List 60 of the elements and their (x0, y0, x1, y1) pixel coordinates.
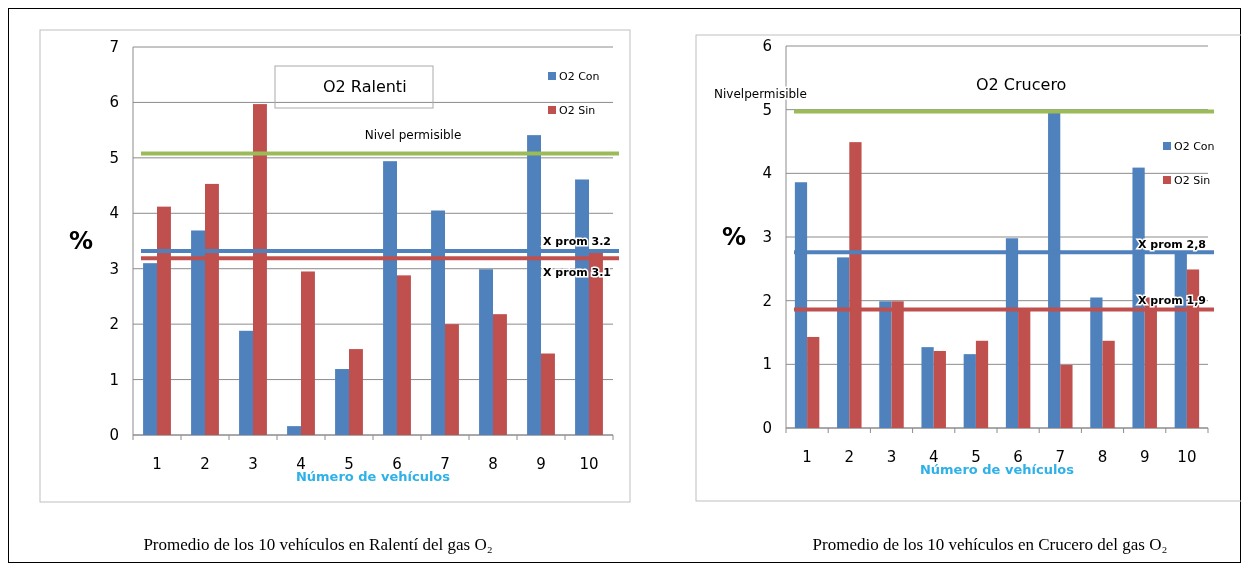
y-tick-label: 1 (762, 355, 772, 374)
x-tick-label: 2 (844, 448, 855, 466)
bar (541, 353, 555, 435)
y-tick-label: 0 (109, 426, 119, 444)
bar (963, 354, 976, 428)
bar (879, 301, 892, 428)
y-tick-label: 3 (762, 228, 772, 246)
bar (335, 369, 349, 435)
legend-label: O2 Con (559, 70, 600, 83)
bar (301, 271, 315, 435)
ref-line-label: Nivelpermisible (714, 86, 807, 101)
bar (493, 314, 507, 435)
bar (1102, 340, 1115, 428)
bar (975, 340, 989, 428)
x-tick-label: 1 (152, 455, 162, 473)
y-tick-label: 4 (762, 164, 772, 183)
x-tick-label: 8 (488, 455, 498, 473)
bar (143, 263, 157, 435)
bar (445, 324, 459, 435)
x-tick-label: 10 (579, 455, 599, 473)
bar (349, 349, 363, 435)
bar (807, 336, 820, 428)
y-tick-label: 4 (109, 204, 119, 223)
y-tick-label: 5 (762, 100, 772, 119)
text: O2 Crucero (976, 75, 1067, 94)
bar (1060, 364, 1073, 428)
y-axis-title: % (68, 227, 94, 255)
y-tick-label: 7 (109, 38, 119, 56)
y-tick-label: 0 (762, 419, 772, 437)
legend-label: O2 Con (1174, 140, 1215, 153)
text: Promedio de los 10 vehículos en Ralentí del gas O₂ (143, 535, 493, 554)
ref-line-label: Nivel permisible (364, 128, 462, 143)
x-tick-label: 8 (1097, 448, 1108, 466)
x-tick-label: 9 (1139, 448, 1150, 466)
bar (921, 347, 934, 428)
y-tick-label: 2 (109, 315, 119, 334)
bar (933, 350, 946, 428)
y-tick-label: 1 (109, 370, 119, 389)
y-axis-title: % (721, 223, 747, 251)
x-tick-label: 10 (1177, 448, 1197, 466)
bar (837, 257, 850, 428)
x-tick-label: 1 (802, 448, 812, 466)
x-tick-label: 3 (886, 448, 897, 466)
bar (397, 275, 411, 435)
y-tick-label: 3 (109, 259, 119, 278)
text: Promedio de los 10 vehículos en Crucero del gas O₂ (812, 535, 1168, 554)
x-tick-label: 9 (536, 455, 546, 473)
y-tick-label: 6 (762, 37, 772, 55)
legend-label: O2 Sin (559, 104, 596, 117)
bar (287, 426, 301, 435)
y-tick-label: 2 (762, 291, 772, 310)
x-tick-label: 2 (200, 455, 210, 473)
legend-label: O2 Sin (1174, 174, 1211, 187)
bar (479, 269, 493, 435)
bar (239, 330, 253, 435)
x-tick-label: 3 (248, 455, 258, 473)
y-tick-label: 6 (109, 93, 119, 112)
y-tick-label: 5 (109, 148, 119, 167)
bar (1090, 297, 1103, 428)
text: O2 Ralenti (323, 77, 407, 96)
